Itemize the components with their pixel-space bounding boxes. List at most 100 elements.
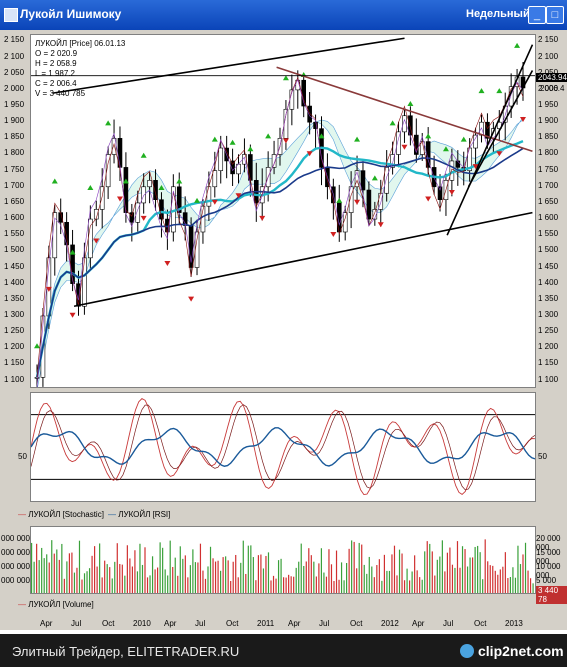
volume-bar [257,555,259,593]
fractal-up-arrow [140,152,147,158]
price-ytick-right-2: 2 050 [538,67,559,77]
price-ytick-right-9: 1 700 [538,180,559,190]
volume-bar [232,561,234,593]
oscillator-plot[interactable] [30,392,536,502]
volume-bar [217,560,219,593]
volume-bar [441,540,443,593]
osc-mid-right: 50 [538,452,547,461]
candle-body [366,189,372,220]
volume-bar [456,541,459,593]
fractal-up-arrow [282,75,289,81]
volume-bar [88,568,91,593]
candle-body [342,212,348,233]
volume-bar [267,552,270,593]
ohlc-high: H = 2 058.9 [35,59,77,68]
volume-bar [41,547,43,593]
period-label[interactable]: Недельный [466,8,530,20]
candle-body [129,212,135,223]
candle-body [212,170,218,188]
volume-bar [51,540,53,593]
xtick-2: Oct [102,619,115,628]
volume-bar [177,575,179,593]
ohlc-title: ЛУКОЙЛ [Price] 06.01.13 [35,39,126,48]
volume-bar [116,543,118,593]
volume-bar [83,573,86,593]
price-ytick-right-5: 1 900 [538,116,559,126]
fractal-up-arrow [122,178,129,184]
volume-bar [499,569,501,593]
window-titlebar: Лукойл Ишимоку Недельный _ □ × [0,0,567,30]
app-icon [4,8,18,22]
volume-bar [356,568,358,593]
volume-bar [406,568,408,593]
volume-bar [197,562,199,593]
volume-plot[interactable] [30,526,536,594]
fractal-down-arrow [354,199,361,205]
volume-bar [343,580,345,593]
xtick-1: Jul [71,619,82,628]
price-ytick-left-11: 1 600 [4,213,25,223]
vol-right-tick-0: 20 000 000 [536,534,561,552]
volume-bar [227,560,229,593]
fractal-up-arrow [407,101,414,107]
volume-bar [272,575,275,593]
price-ytick-left-10: 1 650 [4,196,25,206]
volume-bar [141,564,144,593]
minimize-button[interactable]: _ [528,6,546,24]
volume-bar [401,553,403,593]
volume-bar [106,564,108,593]
volume-bar [494,570,496,593]
ma-line-navy [36,147,524,378]
volume-bar [522,554,524,593]
volume-bar [121,564,123,593]
volume-bar [58,559,60,593]
fractal-up-arrow [425,133,432,139]
fractal-up-arrow [389,120,396,126]
fractal-up-arrow [318,133,325,139]
volume-bar [48,562,50,593]
volume-bar [131,566,133,593]
fractal-up-arrow [158,185,165,191]
volume-bar [262,568,265,593]
fractal-up-arrow [442,146,449,152]
volume-bar [517,545,519,593]
candle-body [485,121,490,139]
candle-body [372,209,378,220]
fractal-up-arrow [354,136,361,142]
volume-bar [247,545,249,593]
volume-bar [358,542,360,593]
candle-body [182,212,188,226]
price-ytick-right-18: 1 250 [538,326,559,336]
trend-line-0 [52,37,405,94]
volume-bar [446,552,448,593]
footer-bar: Элитный Трейдер, ELITETRADER.RU clip2net… [0,634,567,667]
fractal-down-arrow [520,117,526,123]
volume-bar [497,574,499,593]
volume-bar [527,570,529,593]
volume-bar [53,553,55,593]
volume-bar [265,555,267,593]
vol-left-tick-1: 000 000 [1,548,30,557]
vol-left-tick-2: 000 000 [1,562,30,571]
price-ytick-right-19: 1 200 [538,342,559,352]
volume-bar [424,551,426,593]
volume-bar [461,546,464,593]
candle-body [34,377,40,379]
maximize-button[interactable]: □ [546,6,564,24]
volume-bar [157,567,159,593]
candle-body [88,218,93,259]
candle-body [147,180,152,188]
prev-price-label: 2006.4 [540,84,565,93]
volume-bar [519,564,522,593]
volume-bar [283,577,285,593]
volume-bar [396,575,398,593]
volume-bar [434,575,436,593]
volume-bar [368,556,370,593]
price-ytick-left-15: 1 400 [4,277,25,287]
clip2net-icon [460,644,474,658]
volume-bar [159,542,161,593]
volume-bar [398,549,401,593]
price-plot[interactable]: ЛУКОЙЛ [Price] 06.01.13 O = 2 020.9 H = … [30,34,536,388]
ohlc-low: L = 1 987.2 [35,69,75,78]
candle-body [82,257,87,307]
